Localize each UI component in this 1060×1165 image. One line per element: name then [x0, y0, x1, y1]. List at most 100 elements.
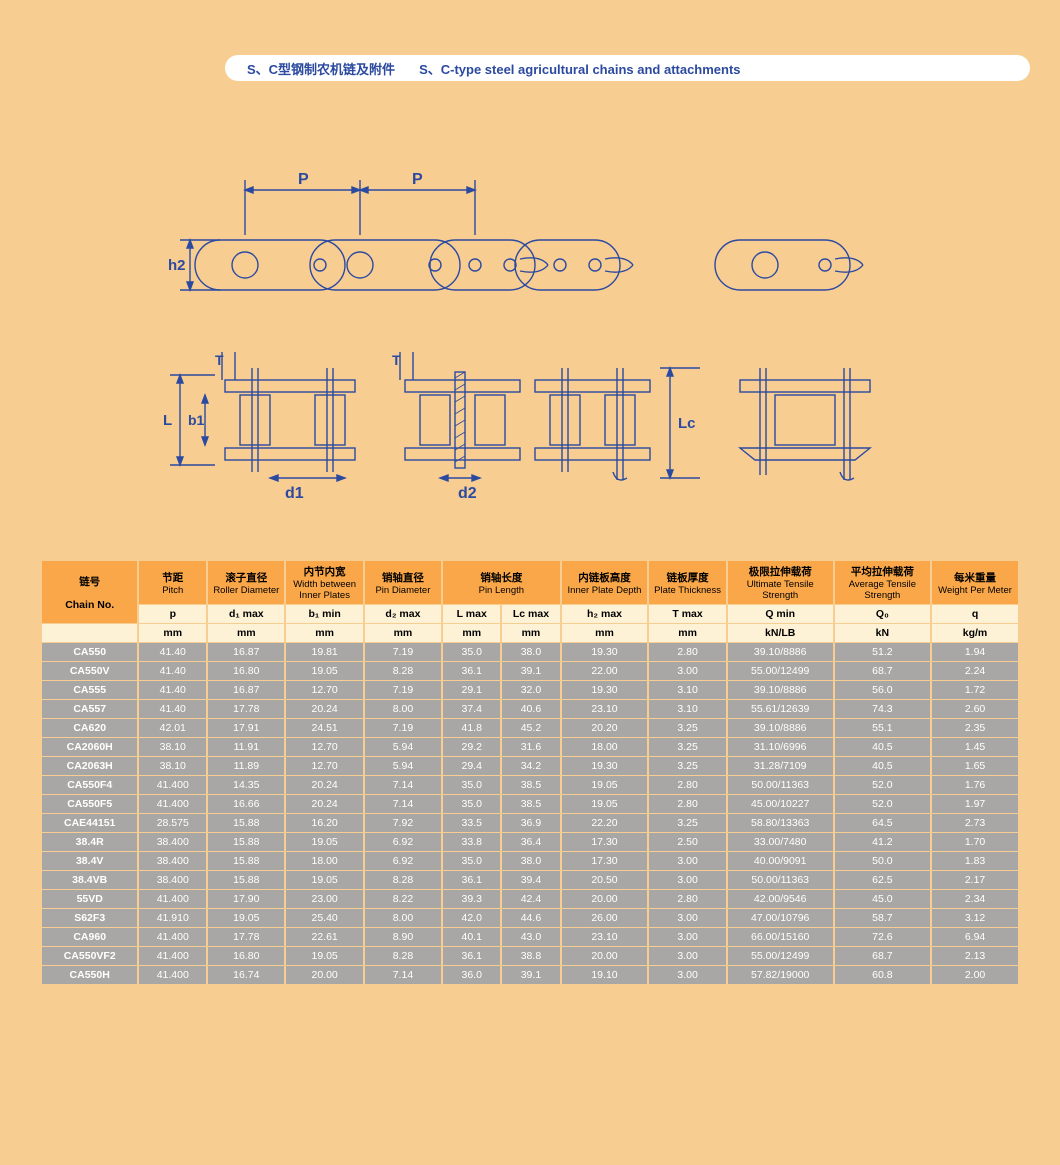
data-cell: 47.00/10796: [728, 909, 833, 927]
data-cell: 7.19: [365, 719, 441, 737]
col-header-9: 平均拉伸载荷Average Tensile Strength: [835, 561, 930, 604]
data-cell: 19.05: [208, 909, 284, 927]
data-cell: 44.6: [502, 909, 559, 927]
row-chain-no: CA557: [42, 700, 137, 718]
data-cell: 1.97: [932, 795, 1018, 813]
table-row: CA550F441.40014.3520.247.1435.038.519.05…: [42, 776, 1018, 794]
data-cell: 68.7: [835, 662, 930, 680]
diagram-svg: P P h2: [60, 120, 1000, 520]
spec-table: 链号Chain No.节距Pitch滚子直径Roller Diameter内节内…: [40, 560, 1020, 985]
col-unit-1: mm: [139, 624, 206, 642]
col-header-1: 节距Pitch: [139, 561, 206, 604]
data-cell: 36.1: [443, 871, 500, 889]
col-sym-9: Q min: [728, 605, 833, 623]
data-cell: 16.80: [208, 662, 284, 680]
data-cell: 23.10: [562, 700, 648, 718]
data-cell: 2.73: [932, 814, 1018, 832]
table-row: CA550F541.40016.6620.247.1435.038.519.05…: [42, 795, 1018, 813]
data-cell: 29.2: [443, 738, 500, 756]
col-unit-3: mm: [286, 624, 362, 642]
data-cell: 12.70: [286, 738, 362, 756]
row-chain-no: 55VD: [42, 890, 137, 908]
data-cell: 38.10: [139, 738, 206, 756]
data-cell: 55.1: [835, 719, 930, 737]
data-cell: 20.00: [286, 966, 362, 984]
data-cell: 7.92: [365, 814, 441, 832]
data-cell: 19.05: [286, 662, 362, 680]
data-cell: 36.4: [502, 833, 559, 851]
data-cell: 57.82/19000: [728, 966, 833, 984]
data-cell: 55.00/12499: [728, 947, 833, 965]
col-sym-4: d₂ max: [365, 605, 441, 623]
data-cell: 39.10/8886: [728, 719, 833, 737]
row-chain-no: CA550VF2: [42, 947, 137, 965]
data-cell: 3.00: [649, 871, 725, 889]
data-cell: 19.30: [562, 757, 648, 775]
col-header-2: 滚子直径Roller Diameter: [208, 561, 284, 604]
data-cell: 2.80: [649, 776, 725, 794]
row-chain-no: 38.4R: [42, 833, 137, 851]
data-cell: 16.74: [208, 966, 284, 984]
col-unit-9: kN/LB: [728, 624, 833, 642]
data-cell: 20.24: [286, 700, 362, 718]
data-cell: 19.81: [286, 643, 362, 661]
data-cell: 42.01: [139, 719, 206, 737]
data-cell: 36.1: [443, 662, 500, 680]
row-chain-no: CA550F4: [42, 776, 137, 794]
data-cell: 33.00/7480: [728, 833, 833, 851]
data-cell: 40.5: [835, 738, 930, 756]
data-cell: 40.1: [443, 928, 500, 946]
table-row: CA550V41.4016.8019.058.2836.139.122.003.…: [42, 662, 1018, 680]
col-unit-6: mm: [502, 624, 559, 642]
table-head: 链号Chain No.节距Pitch滚子直径Roller Diameter内节内…: [42, 561, 1018, 642]
row-chain-no: CA960: [42, 928, 137, 946]
data-cell: 60.8: [835, 966, 930, 984]
data-cell: 55.61/12639: [728, 700, 833, 718]
diagram-label-d1: d1: [285, 485, 304, 502]
data-cell: 36.9: [502, 814, 559, 832]
data-cell: 43.0: [502, 928, 559, 946]
data-cell: 3.12: [932, 909, 1018, 927]
data-cell: 68.7: [835, 947, 930, 965]
data-cell: 19.05: [562, 776, 648, 794]
data-cell: 3.00: [649, 662, 725, 680]
data-cell: 39.4: [502, 871, 559, 889]
table-row: CAE4415128.57515.8816.207.9233.536.922.2…: [42, 814, 1018, 832]
data-cell: 38.400: [139, 852, 206, 870]
data-cell: 11.89: [208, 757, 284, 775]
col-header-6: 内链板高度Inner Plate Depth: [562, 561, 648, 604]
col-unit-2: mm: [208, 624, 284, 642]
table-row: CA55541.4016.8712.707.1929.132.019.303.1…: [42, 681, 1018, 699]
data-cell: 19.05: [562, 795, 648, 813]
data-cell: 12.70: [286, 681, 362, 699]
data-cell: 8.00: [365, 700, 441, 718]
data-cell: 38.10: [139, 757, 206, 775]
diagram-label-p1: P: [298, 171, 309, 188]
data-cell: 32.0: [502, 681, 559, 699]
row-chain-no: CA550V: [42, 662, 137, 680]
data-cell: 22.20: [562, 814, 648, 832]
data-cell: 3.00: [649, 966, 725, 984]
data-cell: 38.400: [139, 833, 206, 851]
data-cell: 19.30: [562, 681, 648, 699]
data-cell: 31.28/7109: [728, 757, 833, 775]
data-cell: 52.0: [835, 776, 930, 794]
data-cell: 42.0: [443, 909, 500, 927]
header-title-cn: S、C型钢制农机链及附件: [247, 59, 395, 78]
table-row: CA2063H38.1011.8912.705.9429.434.219.303…: [42, 757, 1018, 775]
data-cell: 18.00: [562, 738, 648, 756]
data-cell: 7.14: [365, 795, 441, 813]
row-chain-no: CA550: [42, 643, 137, 661]
table-row: CA62042.0117.9124.517.1941.845.220.203.2…: [42, 719, 1018, 737]
diagram-label-h2: h2: [168, 257, 186, 274]
data-cell: 74.3: [835, 700, 930, 718]
data-cell: 42.4: [502, 890, 559, 908]
col-sym-8: T max: [649, 605, 725, 623]
data-cell: 38.400: [139, 871, 206, 889]
row-chain-no: CAE44151: [42, 814, 137, 832]
data-cell: 16.87: [208, 643, 284, 661]
table-body: CA55041.4016.8719.817.1935.038.019.302.8…: [42, 643, 1018, 984]
data-cell: 38.0: [502, 643, 559, 661]
data-cell: 3.25: [649, 719, 725, 737]
data-cell: 72.6: [835, 928, 930, 946]
